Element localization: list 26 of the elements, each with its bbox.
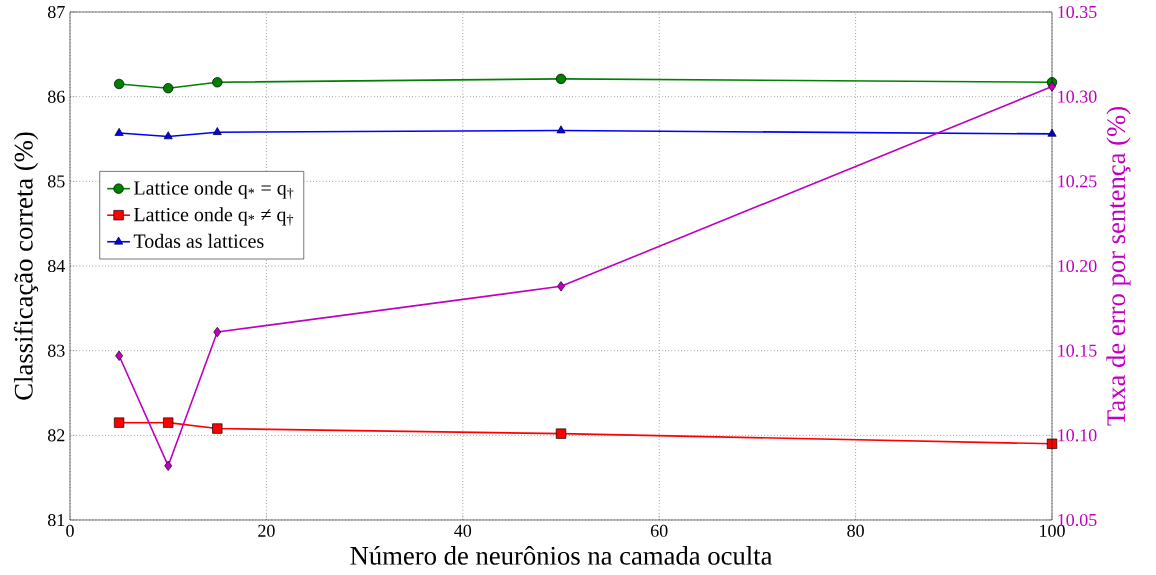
y2-tick-label: 10.10 bbox=[1058, 429, 1097, 442]
x-tick-label: 80 bbox=[847, 524, 864, 537]
y2-tick-label: 10.35 bbox=[1058, 5, 1097, 19]
y-tick-label: 83 bbox=[47, 344, 65, 357]
legend-label: Todas as lattices bbox=[133, 233, 264, 248]
x-axis-title: Número de neurônios na camada oculta bbox=[350, 546, 773, 565]
y2-tick-label: 10.05 bbox=[1058, 513, 1097, 527]
y-tick-label: 82 bbox=[47, 429, 65, 442]
y-tick-label: 85 bbox=[47, 175, 65, 188]
legend-label: Lattice onde q$_{*}$ = q$_{†}$ bbox=[134, 180, 294, 200]
y2-tick-label: 10.30 bbox=[1058, 90, 1097, 103]
y2-tick-label: 10.25 bbox=[1058, 175, 1097, 188]
y-tick-label: 84 bbox=[47, 259, 66, 273]
x-tick-label: 100 bbox=[1040, 524, 1065, 537]
x-tick-label: 20 bbox=[258, 524, 275, 537]
legend-label: Lattice onde q$_{*}$ ≠ q$_{†}$ bbox=[134, 207, 294, 226]
y2-tick-label: 10.20 bbox=[1058, 259, 1097, 273]
y-tick-label: 86 bbox=[47, 90, 65, 103]
x-tick-label: 0 bbox=[66, 524, 74, 537]
y-tick-label: 87 bbox=[47, 5, 65, 19]
x-tick-label: 60 bbox=[650, 524, 668, 537]
y2-axis-title: Taxa de erro por sentença (%) bbox=[1106, 107, 1131, 426]
x-tick-label: 40 bbox=[454, 524, 472, 537]
y2-tick-label: 10.15 bbox=[1058, 344, 1097, 357]
y-axis-title: Classificação correta (%) bbox=[13, 132, 39, 400]
y-tick-label: 81 bbox=[47, 513, 65, 527]
